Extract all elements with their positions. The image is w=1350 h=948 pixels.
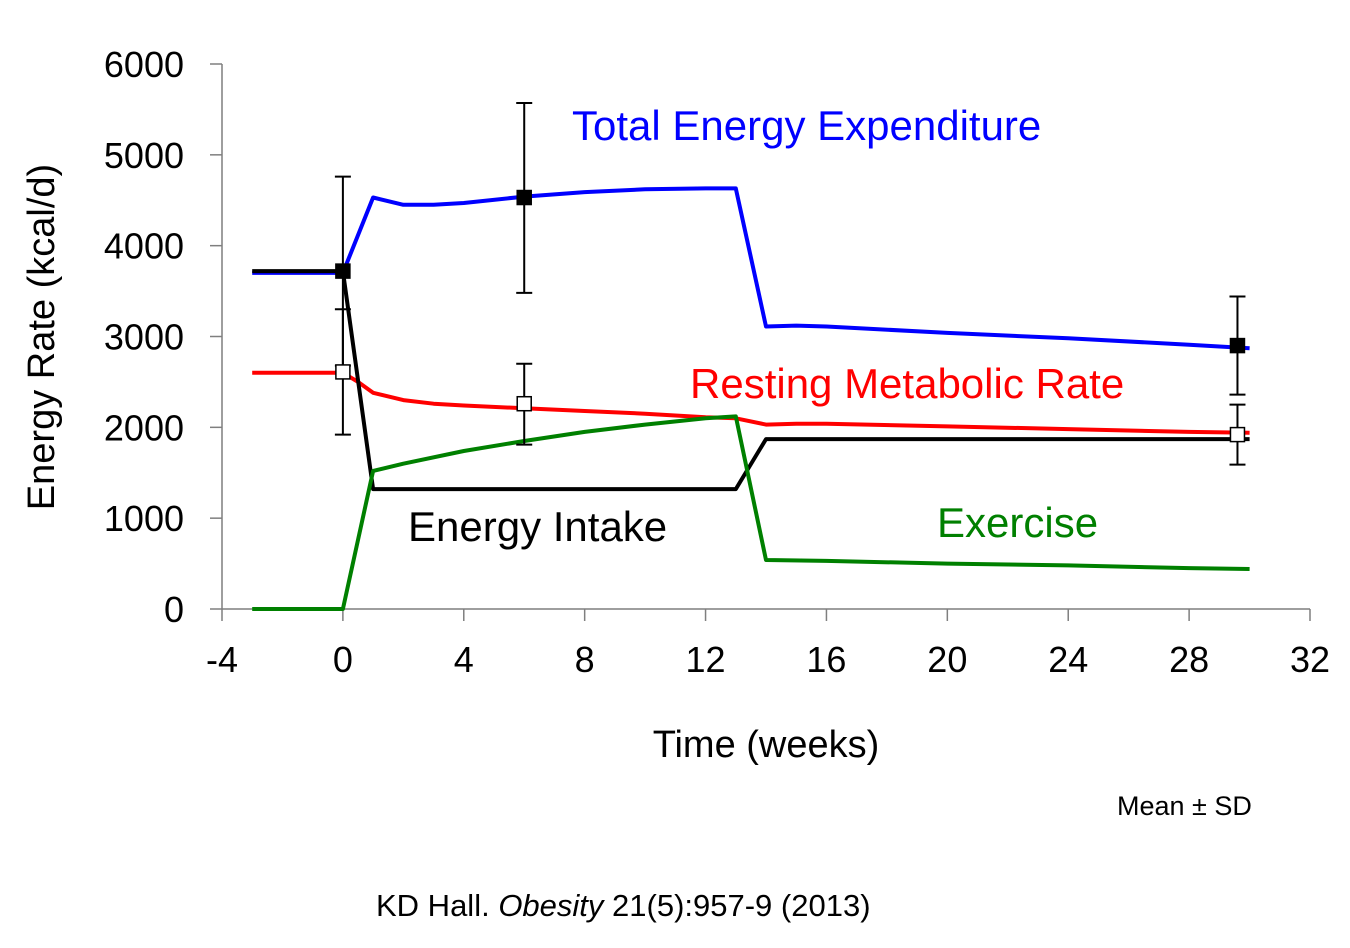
series-lines: [252, 186, 1250, 611]
citation-suffix: 21(5):957-9 (2013): [603, 888, 870, 923]
x-axis-title: Time (weeks): [653, 724, 880, 766]
y-tick-label: 5000: [104, 135, 184, 176]
x-tick-label: 8: [575, 639, 595, 680]
y-axis-title: Energy Rate (kcal/d): [21, 164, 63, 510]
x-tick-label: 16: [806, 639, 846, 680]
x-tick-label: -4: [206, 639, 238, 680]
series-label-resting-metabolic-rate: Resting Metabolic Rate: [690, 360, 1124, 407]
series-line-exercise: [252, 414, 1250, 611]
y-tick-label: 6000: [104, 44, 184, 85]
x-tick-label: 4: [454, 639, 474, 680]
tee-measurement-marker: [1229, 337, 1246, 354]
x-tick-label: 28: [1169, 639, 1209, 680]
rmr-measurement-marker: [516, 395, 532, 412]
y-tick-label: 4000: [104, 226, 184, 267]
x-tick-label: 0: [333, 639, 353, 680]
rmr-measurement-marker: [335, 364, 351, 380]
x-tick-label: 24: [1048, 639, 1088, 680]
y-tick-label: 0: [164, 589, 184, 630]
tee-measurement-marker: [335, 263, 351, 279]
series-line-total-energy-expenditure: [252, 186, 1250, 351]
citation-prefix: KD Hall.: [376, 888, 498, 923]
y-tick-label: 1000: [104, 498, 184, 539]
series-line-energy-intake: [252, 269, 1250, 492]
error-bars: [334, 102, 1246, 466]
rmr-measurement-marker: [1229, 426, 1246, 443]
series-label-energy-intake: Energy Intake: [408, 503, 667, 550]
x-tick-label: 12: [686, 639, 726, 680]
data-markers: [335, 189, 1246, 443]
x-tick-labels: -4 0 4 8 12 16 20 24 28 32: [206, 639, 1330, 680]
series-label-exercise: Exercise: [937, 499, 1098, 546]
y-tick-label: 3000: [104, 317, 184, 358]
series-line-resting-metabolic-rate: [252, 370, 1250, 435]
axes: [210, 63, 1311, 621]
tee-measurement-marker: [516, 189, 532, 206]
y-tick-labels: 0 1000 2000 3000 4000 5000 6000: [104, 44, 184, 630]
citation: KD Hall. Obesity 21(5):957-9 (2013): [376, 888, 871, 923]
y-tick-label: 2000: [104, 407, 184, 448]
x-tick-label: 20: [927, 639, 967, 680]
citation-journal: Obesity: [498, 888, 606, 923]
x-tick-label: 32: [1290, 639, 1330, 680]
series-label-total-energy-expenditure: Total Energy Expenditure: [572, 102, 1041, 149]
mean-sd-note: Mean ± SD: [1117, 791, 1252, 821]
